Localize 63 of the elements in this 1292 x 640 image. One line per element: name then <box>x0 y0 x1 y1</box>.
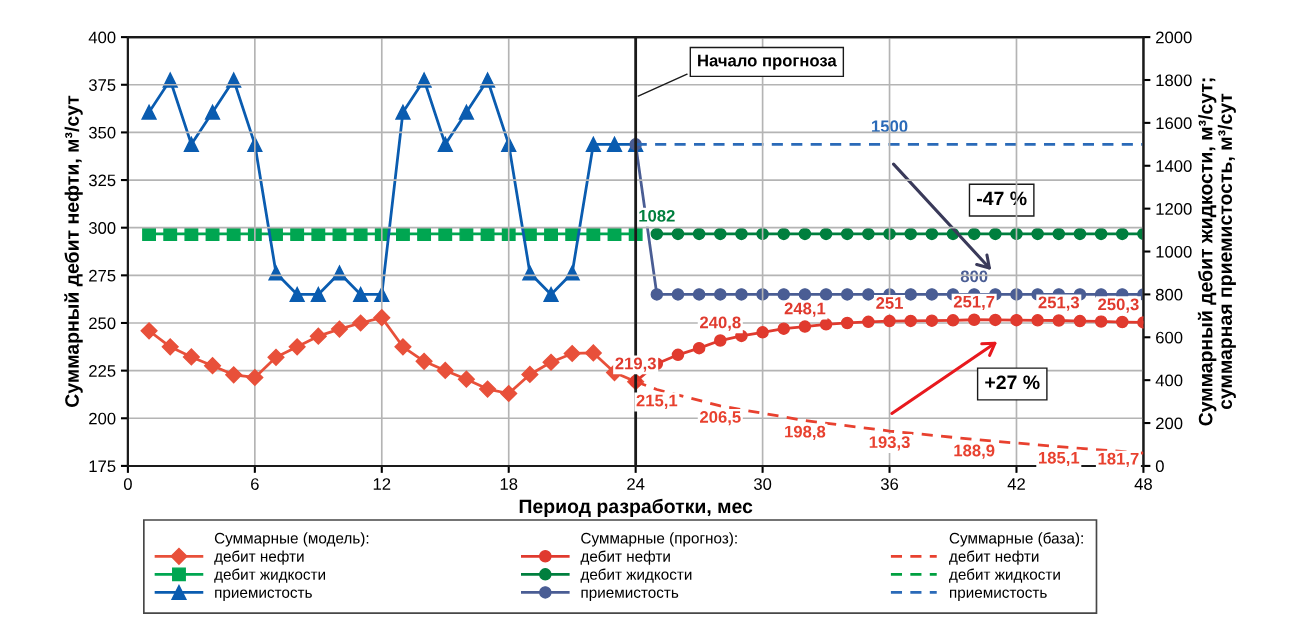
y2-tick-label: 1000 <box>1156 245 1192 258</box>
y2-tick-label: 1200 <box>1156 203 1192 215</box>
y-axis-title: Суммарный дебит нефти, м³/сут <box>64 95 83 407</box>
x-tick-label: 0 <box>123 478 132 490</box>
data-label: 219,3 <box>615 357 656 372</box>
data-label: 250,3 <box>1098 298 1139 313</box>
x-tick-label: 12 <box>373 478 391 490</box>
text: Суммарные (база): <box>949 532 1083 547</box>
data-label: 198,8 <box>785 425 826 440</box>
y2-tick-label: 200 <box>1156 417 1183 430</box>
data-label: 185,1 <box>1038 451 1080 467</box>
data-label: 1500 <box>872 120 908 133</box>
legend-label: приемистость <box>581 589 679 601</box>
y-tick-label: 275 <box>89 269 116 282</box>
y-tick-label: 375 <box>88 79 116 91</box>
data-label: 251,3 <box>1038 296 1080 311</box>
x-tick-label: 48 <box>1134 478 1152 490</box>
text: Суммарные (модель): <box>214 532 369 547</box>
data-label: 215,1 <box>636 394 678 409</box>
data-label: 251,7 <box>953 295 995 310</box>
y-tick-label: 250 <box>89 317 116 330</box>
ref-line-label: Начало прогноза <box>698 54 837 70</box>
legend-label: дебит жидкости <box>214 568 326 583</box>
legend-label: дебит нефти <box>949 550 1039 565</box>
text: Суммарные (прогноз): <box>581 532 737 547</box>
legend-label: дебит нефти <box>214 550 304 565</box>
legend-label: приемистость <box>950 589 1047 601</box>
data-label: 240,8 <box>700 316 741 331</box>
data-label: 251 <box>876 297 903 309</box>
x-tick-label: 18 <box>500 478 518 490</box>
y2-tick-label: 400 <box>1155 374 1183 387</box>
data-label: 1082 <box>639 209 675 222</box>
x-tick-label: 24 <box>627 478 645 490</box>
data-label: 248,1 <box>784 302 826 317</box>
data-label: 188,9 <box>954 444 995 459</box>
y-tick-label: 350 <box>88 126 116 139</box>
y2-axis-title: Суммарный дебит жидкости, м³/сут; суммарная приемистость, м³/сут <box>1197 78 1236 426</box>
y2-tick-label: 1800 <box>1156 74 1192 87</box>
data-label: 206,5 <box>700 411 741 426</box>
data-label: 193,3 <box>869 436 910 451</box>
y-tick-label: 200 <box>89 412 116 425</box>
data-label: 181,7 <box>1098 452 1139 467</box>
x-tick-label: 36 <box>880 478 899 490</box>
x-tick-label: 6 <box>251 478 259 490</box>
legend-label: дебит жидкости <box>580 568 692 583</box>
y2-tick-label: 1600 <box>1156 117 1192 130</box>
x-tick-label: 42 <box>1007 478 1025 490</box>
y-tick-label: 175 <box>89 460 116 473</box>
legend-label: дебит нефти <box>580 550 670 565</box>
legend-label: дебит жидкости <box>949 568 1060 583</box>
y2-tick-label: 1400 <box>1156 160 1192 172</box>
y-tick-label: 400 <box>88 31 116 44</box>
y2-tick-label: 800 <box>1155 288 1183 301</box>
y-tick-label: 225 <box>89 365 116 377</box>
y2-tick-label: 2000 <box>1156 31 1192 44</box>
y2-tick-label: 0 <box>1155 460 1164 473</box>
legend-label: приемистость <box>215 589 312 601</box>
x-axis-title: Период разработки, мес <box>519 498 753 518</box>
annotation: +27 % <box>985 375 1040 390</box>
x-tick-label: 30 <box>753 478 772 490</box>
y-tick-label: 300 <box>88 222 116 234</box>
y2-tick-label: 600 <box>1156 331 1183 344</box>
y-tick-label: 325 <box>88 174 116 187</box>
